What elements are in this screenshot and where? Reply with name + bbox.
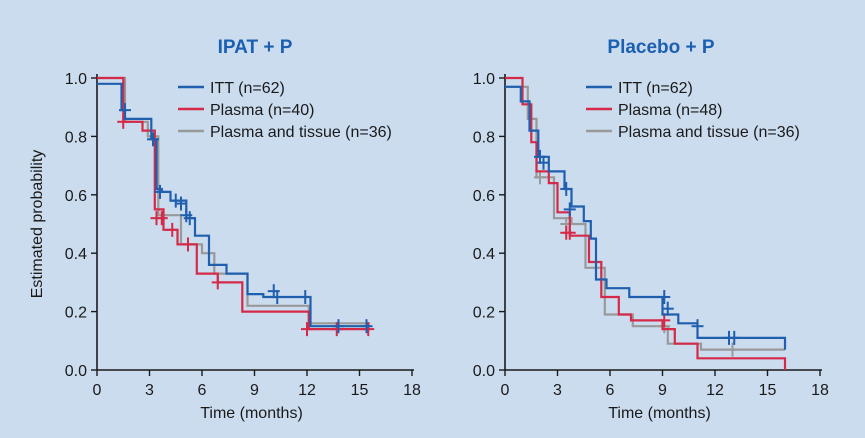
legend-label-2: Plasma (n=48) bbox=[618, 102, 723, 119]
series-line-1 bbox=[97, 82, 370, 328]
legend-label-3: Plasma and tissue (n=36) bbox=[210, 124, 392, 141]
y-tick-label: 1.0 bbox=[65, 71, 87, 88]
x-axis-label: Time (months) bbox=[200, 405, 303, 422]
x-tick-label: 12 bbox=[298, 382, 316, 399]
x-tick-label: 15 bbox=[351, 382, 369, 399]
y-tick-label: 0.4 bbox=[65, 246, 87, 263]
x-tick-label: 6 bbox=[198, 382, 207, 399]
y-tick-label: 0.6 bbox=[473, 188, 495, 205]
x-tick-label: 3 bbox=[145, 382, 154, 399]
x-tick-label: 18 bbox=[403, 382, 421, 399]
y-tick-label: 0.0 bbox=[473, 363, 495, 380]
y-tick-label: 0.2 bbox=[65, 305, 87, 322]
y-tick-label: 0.6 bbox=[65, 188, 87, 205]
y-tick-label: 0.8 bbox=[65, 129, 87, 146]
chart-panel-1: IPAT + P 0 3 6 9 12 15 18 0.0 0.2 0.4 0.6 0.8 1.0 Time… bbox=[29, 37, 421, 422]
x-tick-label: 15 bbox=[759, 382, 777, 399]
x-tick-label: 18 bbox=[811, 382, 829, 399]
x-tick-label: 12 bbox=[706, 382, 724, 399]
legend-label-1: ITT (n=62) bbox=[618, 80, 693, 97]
chart-panel-2: Placebo + P 0 3 6 9 12 15 18 0.0 0.2 0.4 0.6 0.8 1.0 T… bbox=[473, 37, 829, 422]
y-tick-label: 0.4 bbox=[473, 246, 495, 263]
y-tick-label: 0.2 bbox=[473, 305, 495, 322]
x-tick-label: 9 bbox=[250, 382, 259, 399]
series-line-2 bbox=[97, 76, 370, 331]
y-tick-label: 0.0 bbox=[65, 363, 87, 380]
y-axis-label: Estimated probability bbox=[29, 150, 46, 299]
x-tick-label: 3 bbox=[553, 382, 562, 399]
x-tick-label: 0 bbox=[93, 382, 102, 399]
legend-label-1: ITT (n=62) bbox=[210, 80, 285, 97]
chart-title: IPAT + P bbox=[218, 37, 293, 58]
legend-label-2: Plasma (n=40) bbox=[210, 102, 315, 119]
series-line-2 bbox=[505, 76, 787, 370]
y-tick-label: 0.8 bbox=[473, 129, 495, 146]
x-tick-label: 9 bbox=[658, 382, 667, 399]
x-tick-label: 0 bbox=[501, 382, 510, 399]
chart-title: Placebo + P bbox=[607, 37, 715, 58]
x-tick-label: 6 bbox=[606, 382, 615, 399]
legend-label-3: Plasma and tissue (n=36) bbox=[618, 124, 800, 141]
series-line-3 bbox=[505, 85, 785, 351]
y-tick-label: 1.0 bbox=[473, 71, 495, 88]
series-line-1 bbox=[505, 85, 787, 350]
x-axis-label: Time (months) bbox=[608, 405, 711, 422]
